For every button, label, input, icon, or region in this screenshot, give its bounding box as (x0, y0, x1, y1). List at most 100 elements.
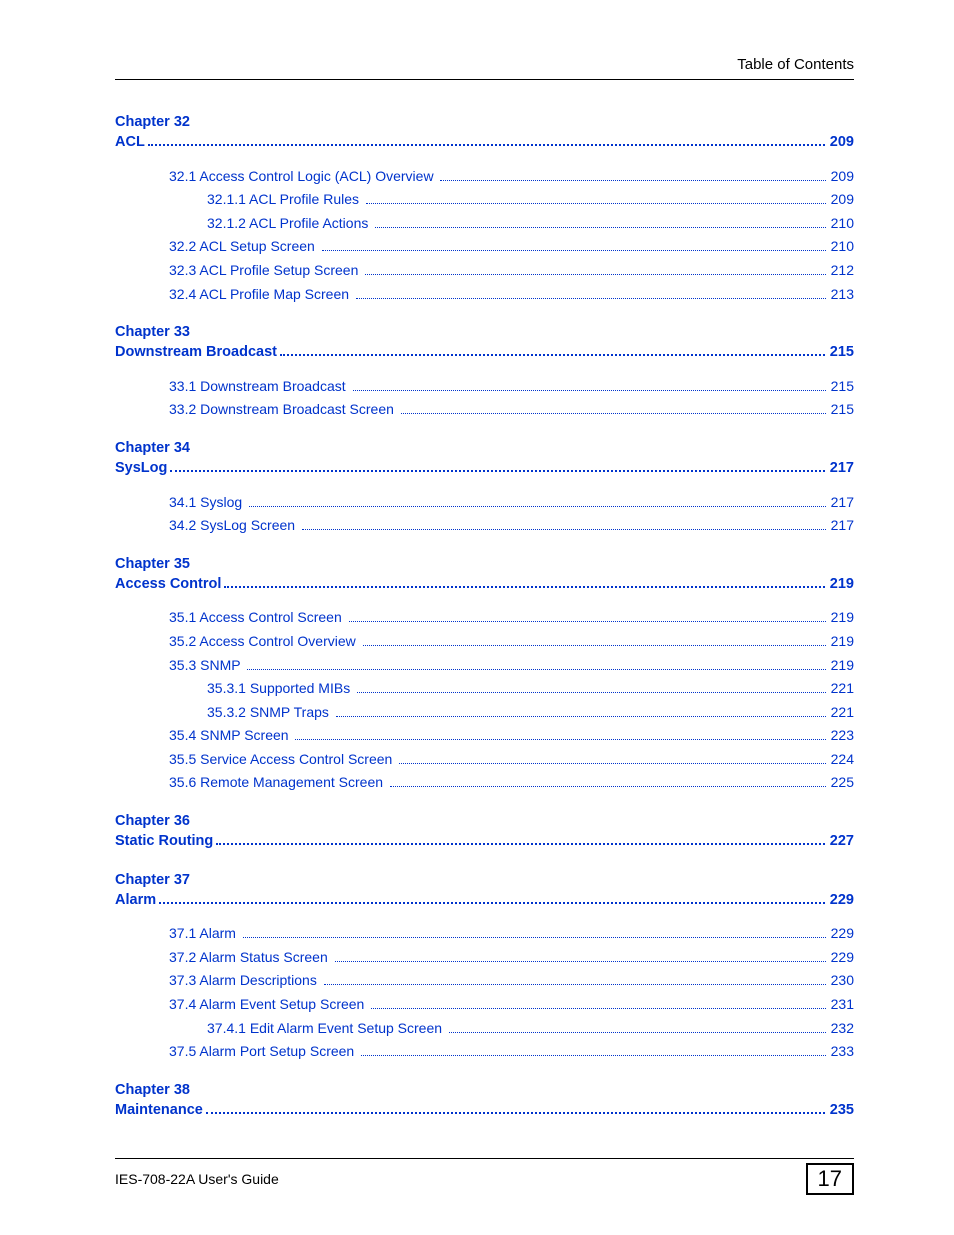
toc-entry[interactable]: 32.4 ACL Profile Map Screen 213 (115, 285, 854, 305)
chapter-label[interactable]: Chapter 32 (115, 112, 854, 132)
toc-entry-label[interactable]: 32.2 ACL Setup Screen (169, 237, 319, 257)
toc-entry[interactable]: 33.2 Downstream Broadcast Screen 215 (115, 400, 854, 420)
toc-entry-label[interactable]: 37.1 Alarm (169, 924, 240, 944)
toc-entry-page[interactable]: 217 (829, 493, 854, 513)
toc-entry-label[interactable]: 32.1.2 ACL Profile Actions (207, 214, 372, 234)
chapter-label[interactable]: Chapter 35 (115, 554, 854, 574)
toc-entry-label[interactable]: 35.1 Access Control Screen (169, 608, 346, 628)
toc-entry-label[interactable]: 35.4 SNMP Screen (169, 726, 292, 746)
toc-entry[interactable]: 37.5 Alarm Port Setup Screen 233 (115, 1042, 854, 1062)
toc-entry-label[interactable]: 32.1 Access Control Logic (ACL) Overview (169, 167, 437, 187)
toc-entry-label[interactable]: 37.4 Alarm Event Setup Screen (169, 995, 368, 1015)
toc-entry[interactable]: 37.4.1 Edit Alarm Event Setup Screen 232 (115, 1019, 854, 1039)
chapter-title-row[interactable]: Maintenance 235 (115, 1100, 854, 1120)
toc-entry-page[interactable]: 221 (829, 679, 854, 699)
toc-entry[interactable]: 35.1 Access Control Screen 219 (115, 608, 854, 628)
toc-entry-label[interactable]: 35.2 Access Control Overview (169, 632, 360, 652)
chapter-label[interactable]: Chapter 33 (115, 322, 854, 342)
chapter-title[interactable]: Downstream Broadcast (115, 342, 277, 362)
chapter-page[interactable]: 209 (828, 132, 854, 152)
toc-entry-page[interactable]: 210 (829, 214, 854, 234)
toc-entry-label[interactable]: 37.2 Alarm Status Screen (169, 948, 332, 968)
toc-entry-page[interactable]: 215 (829, 377, 854, 397)
chapter-label[interactable]: Chapter 37 (115, 870, 854, 890)
toc-entry[interactable]: 37.4 Alarm Event Setup Screen 231 (115, 995, 854, 1015)
toc-entry[interactable]: 32.1 Access Control Logic (ACL) Overview… (115, 167, 854, 187)
toc-entry-page[interactable]: 213 (829, 285, 854, 305)
chapter-title-row[interactable]: Access Control 219 (115, 574, 854, 594)
toc-entry-page[interactable]: 232 (829, 1019, 854, 1039)
chapter-page[interactable]: 229 (828, 890, 854, 910)
toc-entry-label[interactable]: 35.3 SNMP (169, 656, 244, 676)
toc-entry-page[interactable]: 229 (829, 924, 854, 944)
toc-entry-page[interactable]: 229 (829, 948, 854, 968)
chapter-title[interactable]: Access Control (115, 574, 221, 594)
toc-entry-label[interactable]: 35.3.1 Supported MIBs (207, 679, 354, 699)
chapter-title[interactable]: Static Routing (115, 831, 213, 851)
chapter-page[interactable]: 235 (828, 1100, 854, 1120)
chapter-title[interactable]: SysLog (115, 458, 167, 478)
toc-entry[interactable]: 34.2 SysLog Screen 217 (115, 516, 854, 536)
toc-entry[interactable]: 37.2 Alarm Status Screen 229 (115, 948, 854, 968)
toc-entry-label[interactable]: 33.1 Downstream Broadcast (169, 377, 350, 397)
toc-entry-label[interactable]: 35.3.2 SNMP Traps (207, 703, 333, 723)
toc-entry-label[interactable]: 35.5 Service Access Control Screen (169, 750, 396, 770)
toc-entry-page[interactable]: 219 (829, 656, 854, 676)
toc-entry[interactable]: 35.5 Service Access Control Screen 224 (115, 750, 854, 770)
chapter-page[interactable]: 219 (828, 574, 854, 594)
chapter-page[interactable]: 215 (828, 342, 854, 362)
toc-entry-page[interactable]: 210 (829, 237, 854, 257)
toc-entry[interactable]: 37.1 Alarm 229 (115, 924, 854, 944)
chapter-page[interactable]: 217 (828, 458, 854, 478)
toc-entry-page[interactable]: 223 (829, 726, 854, 746)
toc-entry-page[interactable]: 224 (829, 750, 854, 770)
toc-entry-label[interactable]: 32.4 ACL Profile Map Screen (169, 285, 353, 305)
chapter-title-row[interactable]: ACL 209 (115, 132, 854, 152)
toc-entry[interactable]: 32.3 ACL Profile Setup Screen 212 (115, 261, 854, 281)
toc-entry[interactable]: 34.1 Syslog 217 (115, 493, 854, 513)
toc-entry-label[interactable]: 34.2 SysLog Screen (169, 516, 299, 536)
toc-entry-page[interactable]: 217 (829, 516, 854, 536)
toc-entry-page[interactable]: 231 (829, 995, 854, 1015)
toc-entry-label[interactable]: 37.5 Alarm Port Setup Screen (169, 1042, 358, 1062)
toc-entry-label[interactable]: 33.2 Downstream Broadcast Screen (169, 400, 398, 420)
chapter-title[interactable]: Alarm (115, 890, 156, 910)
toc-entry-label[interactable]: 37.3 Alarm Descriptions (169, 971, 321, 991)
toc-entry-page[interactable]: 219 (829, 608, 854, 628)
chapter-title-row[interactable]: Alarm 229 (115, 890, 854, 910)
toc-entry-page[interactable]: 209 (829, 190, 854, 210)
toc-entry-page[interactable]: 219 (829, 632, 854, 652)
toc-entry[interactable]: 35.3.2 SNMP Traps 221 (115, 703, 854, 723)
toc-entry-page[interactable]: 225 (829, 773, 854, 793)
toc-entry-label[interactable]: 34.1 Syslog (169, 493, 246, 513)
toc-entry[interactable]: 32.1.1 ACL Profile Rules 209 (115, 190, 854, 210)
chapter-label[interactable]: Chapter 36 (115, 811, 854, 831)
chapter-title[interactable]: ACL (115, 132, 145, 152)
chapter-label[interactable]: Chapter 38 (115, 1080, 854, 1100)
toc-entry-page[interactable]: 221 (829, 703, 854, 723)
toc-entry-label[interactable]: 32.1.1 ACL Profile Rules (207, 190, 363, 210)
toc-entry-label[interactable]: 32.3 ACL Profile Setup Screen (169, 261, 362, 281)
toc-entry[interactable]: 35.3 SNMP 219 (115, 656, 854, 676)
toc-entry[interactable]: 35.2 Access Control Overview 219 (115, 632, 854, 652)
toc-entry-label[interactable]: 37.4.1 Edit Alarm Event Setup Screen (207, 1019, 446, 1039)
chapter-title-row[interactable]: SysLog 217 (115, 458, 854, 478)
chapter-title-row[interactable]: Static Routing 227 (115, 831, 854, 851)
toc-entry-page[interactable]: 233 (829, 1042, 854, 1062)
toc-entry-page[interactable]: 212 (829, 261, 854, 281)
chapter-title-row[interactable]: Downstream Broadcast 215 (115, 342, 854, 362)
toc-entry-page[interactable]: 230 (829, 971, 854, 991)
toc-entry[interactable]: 32.1.2 ACL Profile Actions 210 (115, 214, 854, 234)
toc-entry[interactable]: 32.2 ACL Setup Screen 210 (115, 237, 854, 257)
toc-entry[interactable]: 35.4 SNMP Screen 223 (115, 726, 854, 746)
toc-entry-page[interactable]: 215 (829, 400, 854, 420)
toc-entry-label[interactable]: 35.6 Remote Management Screen (169, 773, 387, 793)
toc-entry[interactable]: 37.3 Alarm Descriptions 230 (115, 971, 854, 991)
toc-entry[interactable]: 33.1 Downstream Broadcast 215 (115, 377, 854, 397)
chapter-title[interactable]: Maintenance (115, 1100, 203, 1120)
toc-entry[interactable]: 35.3.1 Supported MIBs 221 (115, 679, 854, 699)
toc-entry-page[interactable]: 209 (829, 167, 854, 187)
chapter-label[interactable]: Chapter 34 (115, 438, 854, 458)
toc-entry[interactable]: 35.6 Remote Management Screen 225 (115, 773, 854, 793)
chapter-page[interactable]: 227 (828, 831, 854, 851)
